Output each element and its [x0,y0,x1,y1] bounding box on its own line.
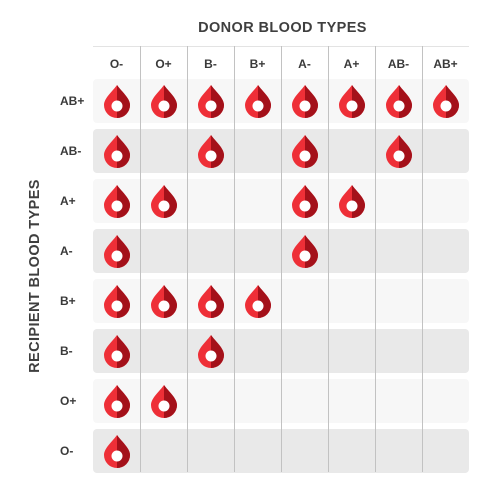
blood-drop-icon [244,285,271,318]
donor-type-label: O+ [155,57,172,71]
recipient-type-label: A+ [60,194,76,208]
column-divider [422,46,423,472]
column-divider [187,46,188,472]
donor-type-label: B- [204,57,217,71]
recipient-type-label: AB+ [60,94,85,108]
blood-drop-icon [291,185,318,218]
blood-drop-icon [385,135,412,168]
blood-drop-icon [103,435,130,468]
recipient-type-label: AB- [60,144,82,158]
recipient-type-label: O- [60,444,74,458]
blood-drop-icon [150,285,177,318]
blood-drop-icon [197,335,224,368]
blood-drop-icon [291,135,318,168]
column-divider [140,46,141,472]
donor-blood-types-title: DONOR BLOOD TYPES [198,20,367,36]
blood-drop-icon [103,235,130,268]
blood-drop-icon [103,335,130,368]
donor-type-label: A+ [343,57,360,71]
recipient-type-label: B- [60,344,73,358]
blood-drop-icon [197,285,224,318]
donor-type-label: B+ [249,57,266,71]
blood-drop-icon [432,85,459,118]
blood-drop-icon [338,185,365,218]
recipient-type-label: B+ [60,294,76,308]
recipient-type-label: A- [60,244,73,258]
column-divider [328,46,329,472]
blood-drop-icon [244,85,271,118]
blood-drop-icon [338,85,365,118]
blood-drop-icon [197,135,224,168]
donor-type-label: A- [298,57,311,71]
blood-drop-icon [385,85,412,118]
blood-drop-icon [103,135,130,168]
blood-drop-icon [103,385,130,418]
donor-type-label: AB+ [433,57,458,71]
blood-drop-icon [103,85,130,118]
column-divider [281,46,282,472]
blood-drop-icon [150,85,177,118]
blood-drop-icon [291,235,318,268]
donor-type-label: O- [109,57,124,71]
column-divider [375,46,376,472]
donor-type-label: AB- [387,57,410,71]
blood-drop-icon [150,385,177,418]
recipient-type-label: O+ [60,394,77,408]
blood-drop-icon [197,85,224,118]
column-divider [234,46,235,472]
blood-drop-icon [150,185,177,218]
blood-drop-icon [103,185,130,218]
blood-drop-icon [291,85,318,118]
blood-drop-icon [103,285,130,318]
